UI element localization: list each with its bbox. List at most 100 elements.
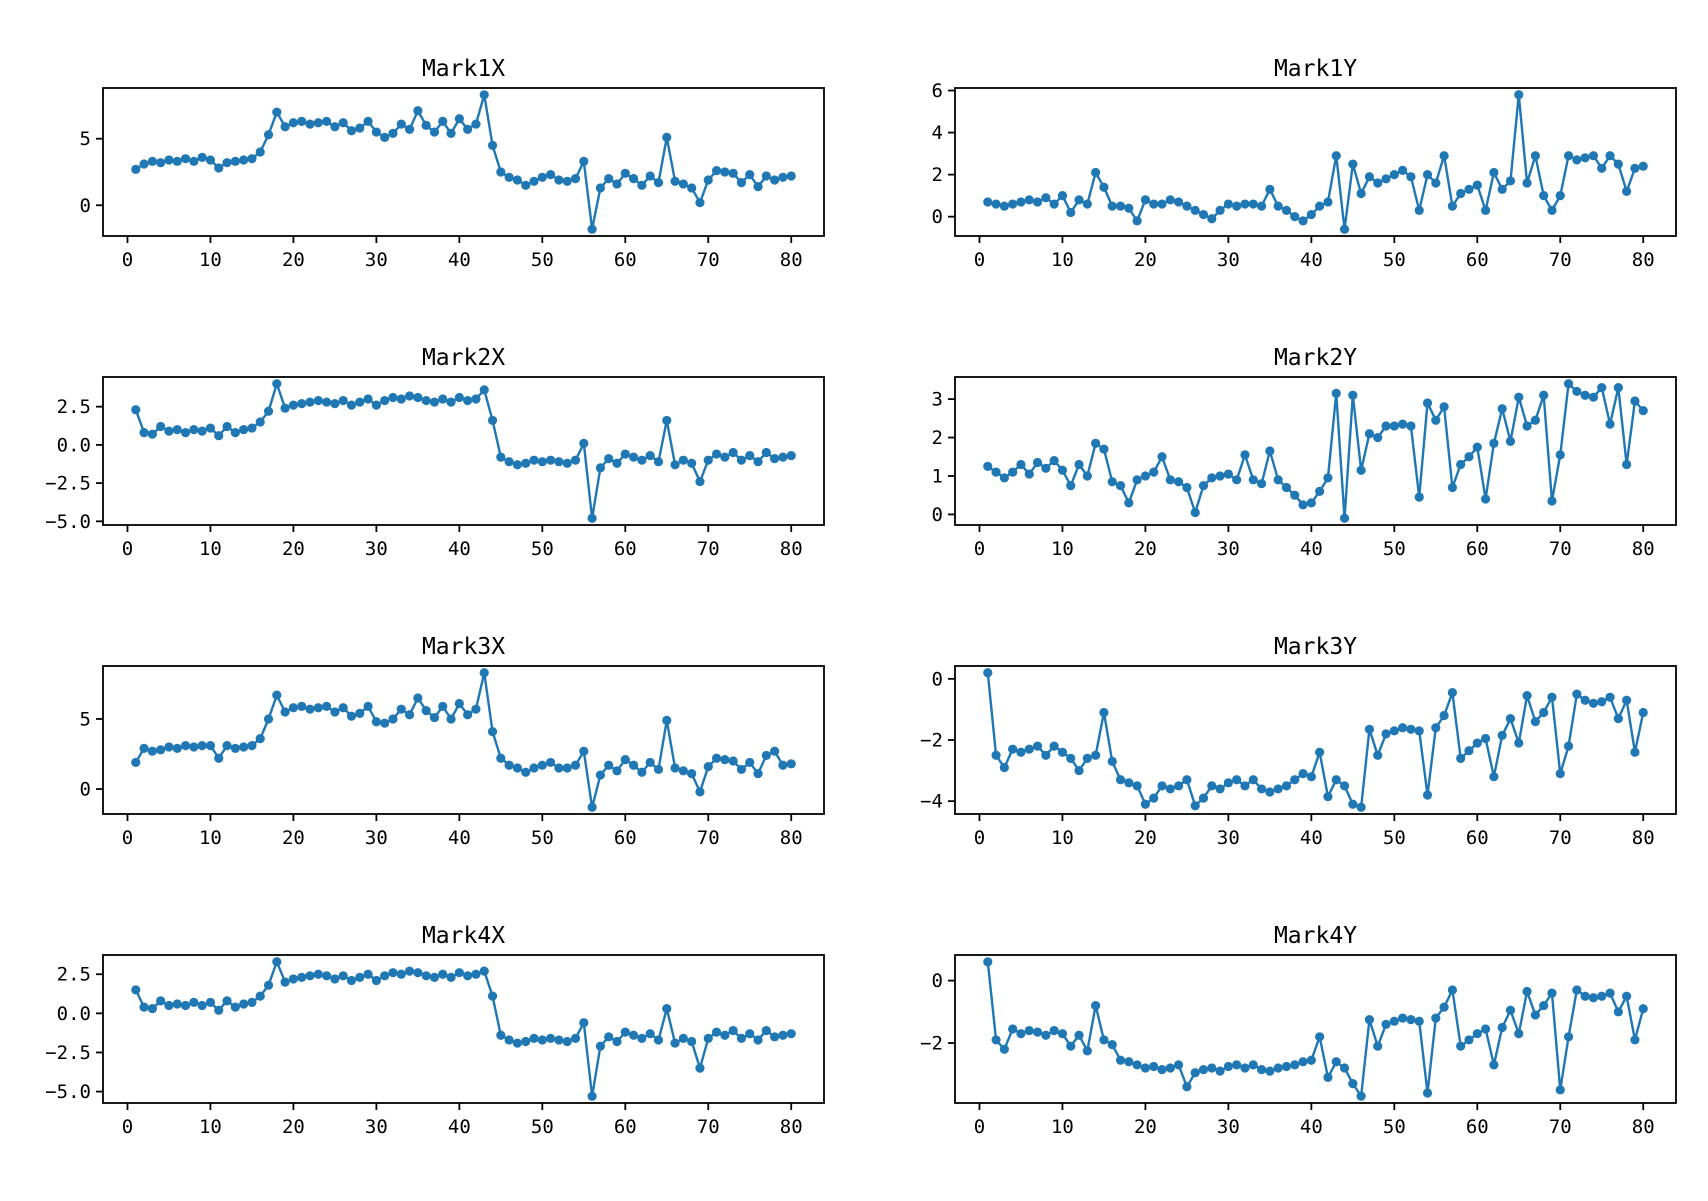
data-point xyxy=(1074,765,1084,776)
data-point xyxy=(1066,753,1076,763)
data-point xyxy=(745,757,755,768)
data-point xyxy=(1140,195,1151,205)
data-point xyxy=(396,394,406,404)
data-point xyxy=(1124,1057,1134,1067)
data-point xyxy=(1082,471,1092,481)
data-point xyxy=(1613,713,1623,724)
data-point xyxy=(1522,986,1532,997)
data-point xyxy=(1364,1015,1375,1025)
data-point xyxy=(454,968,464,978)
data-point xyxy=(1356,1091,1366,1101)
data-point xyxy=(637,1033,647,1043)
data-point xyxy=(983,668,993,678)
data-point xyxy=(313,703,323,713)
data-point xyxy=(1265,1066,1275,1076)
y-tick-label: 4 xyxy=(932,122,943,144)
data-point xyxy=(546,170,556,180)
data-point xyxy=(1099,444,1109,454)
data-point xyxy=(1406,1015,1416,1025)
data-point xyxy=(454,392,464,403)
data-point xyxy=(1323,791,1333,802)
data-point xyxy=(1447,201,1457,211)
data-point xyxy=(1273,475,1283,485)
y-tick-label: 2.5 xyxy=(57,396,91,418)
data-point xyxy=(1190,205,1200,215)
x-tick-label: 30 xyxy=(1217,1116,1240,1138)
data-point xyxy=(1414,726,1424,736)
data-point xyxy=(983,197,993,207)
data-point xyxy=(1290,1060,1300,1070)
data-point xyxy=(991,750,1001,760)
x-tick-label: 30 xyxy=(1217,249,1240,271)
data-point xyxy=(330,122,340,132)
data-point xyxy=(645,171,655,181)
data-point xyxy=(1066,480,1076,491)
data-point xyxy=(230,1002,240,1012)
x-tick-label: 80 xyxy=(1632,1116,1655,1138)
data-point xyxy=(999,762,1009,773)
data-point xyxy=(695,476,705,487)
data-point xyxy=(1331,151,1341,161)
data-point xyxy=(562,1036,572,1047)
data-point xyxy=(1306,1055,1316,1065)
data-point xyxy=(1115,201,1126,211)
data-point xyxy=(728,756,738,766)
data-point xyxy=(1447,688,1457,698)
data-point xyxy=(214,753,224,763)
data-point xyxy=(1107,1040,1117,1050)
data-point xyxy=(1032,197,1043,207)
data-point xyxy=(1223,199,1233,209)
data-point xyxy=(637,767,647,777)
data-point xyxy=(322,971,332,981)
data-point xyxy=(1165,475,1175,485)
x-tick-label: 20 xyxy=(282,1116,305,1138)
data-point xyxy=(1207,1063,1217,1073)
x-tick-label: 30 xyxy=(1217,827,1240,849)
data-point xyxy=(1563,379,1574,389)
data-point xyxy=(1389,726,1399,736)
data-point xyxy=(388,714,398,724)
data-point xyxy=(628,452,639,462)
data-point xyxy=(662,1004,672,1014)
data-point xyxy=(222,741,232,751)
data-point xyxy=(222,421,232,432)
data-point xyxy=(620,168,630,178)
data-point xyxy=(695,1063,705,1073)
data-point xyxy=(1439,151,1449,161)
data-point xyxy=(139,159,149,169)
data-point xyxy=(1414,1016,1424,1026)
data-point xyxy=(413,392,423,403)
data-point xyxy=(1638,1004,1648,1014)
data-point xyxy=(172,999,182,1009)
data-point xyxy=(770,175,780,185)
y-tick-label: 3 xyxy=(932,389,943,411)
data-point xyxy=(1024,195,1034,205)
y-tick-label: −4 xyxy=(920,791,943,813)
y-tick-label: 6 xyxy=(932,80,943,102)
x-tick-label: 10 xyxy=(1051,827,1074,849)
data-point xyxy=(645,1029,655,1039)
data-point xyxy=(1480,733,1491,744)
data-point xyxy=(687,458,697,468)
data-point xyxy=(761,750,771,761)
data-point xyxy=(695,197,705,208)
y-tick-label: 5 xyxy=(80,708,91,730)
data-point xyxy=(1588,392,1599,402)
data-point xyxy=(313,969,323,979)
data-point xyxy=(189,742,199,752)
data-point xyxy=(288,400,299,410)
chart-title-mark3y: Mark3Y xyxy=(1274,634,1357,660)
data-point xyxy=(131,405,141,415)
data-point xyxy=(1373,750,1383,760)
data-point xyxy=(1563,1032,1574,1042)
data-point xyxy=(438,701,448,711)
data-point xyxy=(554,175,564,185)
data-point xyxy=(999,1044,1009,1054)
data-point xyxy=(1032,1027,1043,1037)
data-point xyxy=(687,183,697,193)
data-point xyxy=(1232,201,1242,211)
x-tick-label: 70 xyxy=(697,538,720,560)
data-point xyxy=(1016,197,1026,207)
data-point xyxy=(1555,769,1565,779)
data-point xyxy=(197,152,207,162)
